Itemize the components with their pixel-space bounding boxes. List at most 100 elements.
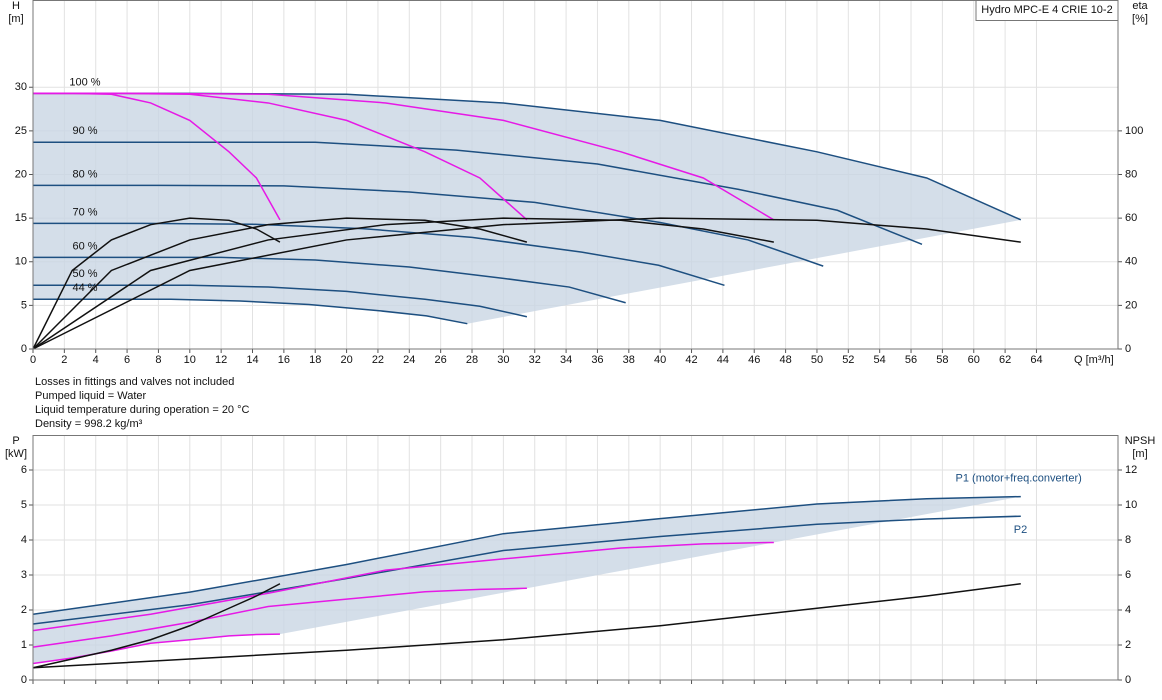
note: Liquid temperature during operation = 20… xyxy=(35,404,250,416)
y-tick-label: 1 xyxy=(21,639,27,651)
y2-tick-label: 80 xyxy=(1125,168,1137,180)
x-axis-label: Q [m³/h] xyxy=(1074,354,1114,366)
y2-axis-label: [m] xyxy=(1132,448,1147,460)
y-tick-label: 6 xyxy=(21,464,27,476)
curve xyxy=(33,184,824,267)
x-tick-label: 42 xyxy=(685,354,697,366)
y2-tick-label: 8 xyxy=(1125,534,1131,546)
curve xyxy=(32,515,1021,625)
y2-axis-label: NPSH xyxy=(1125,435,1156,447)
curve xyxy=(33,92,775,221)
y-axis-label: P xyxy=(12,435,19,447)
x-tick-label: 40 xyxy=(654,354,666,366)
curve xyxy=(32,217,1021,350)
title-box xyxy=(975,0,1119,21)
y-tick-label: 3 xyxy=(21,569,27,581)
y-axis-label: [m] xyxy=(8,13,23,25)
x-tick-label: 62 xyxy=(999,354,1011,366)
x-tick-label: 50 xyxy=(811,354,823,366)
x-tick-label: 22 xyxy=(372,354,384,366)
x-tick-label: 38 xyxy=(623,354,635,366)
y2-tick-label: 6 xyxy=(1125,569,1131,581)
x-tick-label: 6 xyxy=(124,354,130,366)
y2-tick-label: 2 xyxy=(1125,639,1131,651)
x-tick-label: 10 xyxy=(184,354,196,366)
curve xyxy=(32,583,1021,669)
y-tick-label: 5 xyxy=(21,299,27,311)
y2-tick-label: 12 xyxy=(1125,464,1137,476)
x-tick-label: 30 xyxy=(497,354,509,366)
y2-tick-label: 10 xyxy=(1125,499,1137,511)
y2-tick-label: 20 xyxy=(1125,299,1137,311)
x-tick-label: 54 xyxy=(874,354,886,366)
y-tick-label: 2 xyxy=(21,604,27,616)
x-tick-label: 0 xyxy=(30,354,36,366)
y-axis-label: H xyxy=(12,0,20,12)
x-tick-label: 14 xyxy=(246,354,258,366)
y2-axis-label: eta xyxy=(1132,0,1148,12)
x-tick-label: 18 xyxy=(309,354,321,366)
envelope xyxy=(33,496,1021,664)
x-tick-label: 28 xyxy=(466,354,478,366)
y-tick-label: 0 xyxy=(21,343,27,355)
note: Pumped liquid = Water xyxy=(35,390,147,402)
x-tick-label: 2 xyxy=(61,354,67,366)
x-tick-label: 44 xyxy=(717,354,729,366)
series-label: P2 xyxy=(1014,524,1027,536)
note: Losses in fittings and valves not includ… xyxy=(35,376,234,388)
series-label: 80 % xyxy=(72,168,97,180)
x-tick-label: 8 xyxy=(155,354,161,366)
x-tick-label: 56 xyxy=(905,354,917,366)
y2-tick-label: 4 xyxy=(1125,604,1131,616)
note: Density = 998.2 kg/m³ xyxy=(35,418,143,430)
plot-frame xyxy=(32,0,1119,350)
x-tick-label: 46 xyxy=(748,354,760,366)
y-tick-label: 0 xyxy=(21,674,27,686)
curve xyxy=(32,541,774,632)
y2-axis-label: [%] xyxy=(1132,13,1148,25)
x-tick-label: 16 xyxy=(278,354,290,366)
curve xyxy=(33,298,468,325)
curve xyxy=(33,141,923,245)
y-tick-label: 20 xyxy=(15,168,27,180)
chart-title: Hydro MPC-E 4 CRIE 10-2 xyxy=(981,4,1112,16)
y-tick-label: 30 xyxy=(15,81,27,93)
y-tick-label: 25 xyxy=(15,125,27,137)
envelope xyxy=(33,93,1021,324)
curve xyxy=(33,256,626,304)
y-tick-label: 10 xyxy=(15,256,27,268)
x-tick-label: 52 xyxy=(842,354,854,366)
curve xyxy=(33,284,528,318)
y2-tick-label: 0 xyxy=(1125,343,1131,355)
x-tick-label: 4 xyxy=(93,354,99,366)
plot-frame xyxy=(32,435,1119,681)
y-tick-label: 15 xyxy=(15,212,27,224)
x-tick-label: 60 xyxy=(968,354,980,366)
x-tick-label: 58 xyxy=(936,354,948,366)
y2-tick-label: 0 xyxy=(1125,674,1131,686)
y-axis-label: [kW] xyxy=(5,448,27,460)
curve xyxy=(32,217,774,350)
x-tick-label: 48 xyxy=(779,354,791,366)
y-tick-label: 5 xyxy=(21,499,27,511)
x-tick-label: 36 xyxy=(591,354,603,366)
y2-tick-label: 100 xyxy=(1125,125,1143,137)
x-tick-label: 34 xyxy=(560,354,572,366)
y2-tick-label: 40 xyxy=(1125,256,1137,268)
y-tick-label: 4 xyxy=(21,534,27,546)
curve xyxy=(32,495,1021,615)
series-label: 60 % xyxy=(72,240,97,252)
x-tick-label: 32 xyxy=(529,354,541,366)
y2-tick-label: 60 xyxy=(1125,212,1137,224)
curve xyxy=(32,587,527,648)
curve xyxy=(32,583,281,669)
series-label: 100 % xyxy=(69,76,100,88)
x-tick-label: 24 xyxy=(403,354,415,366)
x-tick-label: 12 xyxy=(215,354,227,366)
x-tick-label: 26 xyxy=(435,354,447,366)
series-label: 70 % xyxy=(72,206,97,218)
x-tick-label: 20 xyxy=(340,354,352,366)
x-tick-label: 64 xyxy=(1030,354,1042,366)
